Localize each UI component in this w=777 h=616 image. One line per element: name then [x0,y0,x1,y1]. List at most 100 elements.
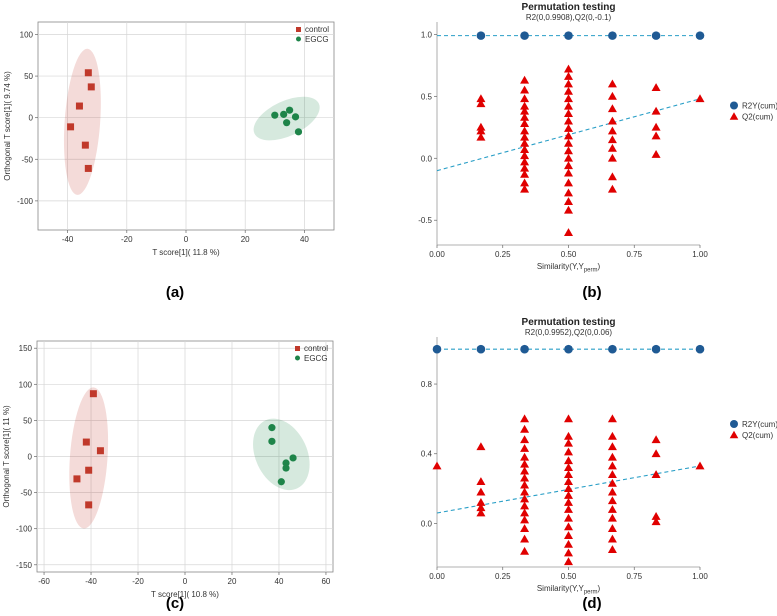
data-point-control [82,438,90,446]
data-point-r2y [432,344,442,354]
data-point-q2 [607,184,617,193]
x-tick-label: 0.00 [429,572,445,581]
y-tick-label: 50 [23,416,32,425]
data-point-q2 [564,101,573,110]
data-point-q2 [520,515,530,524]
x-tick-label: -60 [38,577,50,586]
data-point-q2 [564,197,573,206]
y-tick-label: 0 [28,453,33,462]
data-point-q2 [651,435,661,444]
x-axis-label-end: ) [597,262,600,271]
x-axis-label: Similarity(Y,Yperm) [537,584,601,596]
data-point-egcg [268,437,276,445]
legend-label-q2: Q2(cum) [742,113,773,122]
data-point-q2 [476,132,486,141]
x-tick-label: 0.00 [429,250,445,259]
data-point-q2 [564,438,573,447]
data-point-q2 [651,449,661,458]
data-point-q2 [520,85,530,94]
y-tick-label: -100 [17,197,34,206]
x-tick-label: -40 [85,577,97,586]
data-point-egcg [291,113,300,121]
y-tick-label: 150 [19,344,33,353]
data-point-q2 [564,228,573,236]
data-point-egcg [277,478,285,486]
y-axis-label: Orthogonal T score[1]( 11 %) [2,405,11,508]
data-point-q2 [432,461,442,470]
data-point-q2 [520,508,530,517]
y-tick-label: -0.5 [418,216,432,225]
data-point-q2 [564,94,573,103]
data-point-q2 [651,150,661,158]
data-point-r2y [564,344,573,354]
data-point-q2 [520,414,530,423]
legend-marker-q2 [729,112,739,120]
data-point-q2 [651,122,661,131]
legend-marker-control [295,346,300,351]
panel-label: (a) [166,284,184,301]
data-point-q2 [520,132,530,141]
data-point-q2 [564,548,573,557]
data-point-q2 [607,126,617,135]
data-point-q2 [520,145,530,153]
x-axis-label-subscript: perm [584,590,598,596]
legend-label-control: control [304,344,328,353]
data-point-q2 [564,498,573,506]
data-point-control [85,501,93,509]
data-point-r2y [608,344,617,354]
confidence-ellipse-control [69,387,109,529]
x-tick-label: 0.25 [495,572,511,581]
panel-label: (d) [582,595,601,612]
data-point-q2 [607,91,617,100]
y-tick-label: -50 [20,489,32,498]
x-axis-label: T score[1]( 10.8 %) [151,590,219,599]
legend-label-r2y: R2Y(cum) [742,420,777,429]
data-point-egcg [268,424,276,432]
data-point-q2 [520,424,530,433]
data-point-q2 [607,496,617,505]
legend-label-egcg: EGCG [305,35,329,44]
data-point-egcg [283,119,291,127]
data-point-q2 [564,72,573,80]
data-point-q2 [520,473,530,482]
data-point-control [84,164,92,172]
data-point-q2 [564,447,573,456]
x-axis-label-subscript: perm [584,268,598,274]
data-point-q2 [520,101,530,110]
data-point-q2 [607,143,617,152]
y-tick-label: 0.0 [421,519,433,528]
data-point-q2 [607,442,617,451]
y-tick-label: 50 [24,72,33,81]
legend-label-egcg: EGCG [304,354,328,363]
data-point-q2 [564,557,573,566]
data-point-q2 [564,161,573,170]
chart-title: Permutation testing [522,317,616,328]
data-point-control [81,141,89,149]
data-point-q2 [564,131,573,140]
x-tick-label: -40 [62,235,74,244]
data-point-q2 [520,112,530,121]
data-point-q2 [564,205,573,214]
data-point-q2 [564,531,573,540]
x-tick-label: 0.25 [495,250,511,259]
data-point-q2 [607,135,617,144]
data-point-q2 [564,456,573,465]
data-point-q2 [651,106,661,115]
y-tick-label: 0.0 [421,154,433,163]
data-point-q2 [476,498,486,506]
x-tick-label: 0 [184,235,189,244]
data-point-q2 [520,75,530,84]
y-tick-label: 0.8 [421,380,433,389]
data-point-q2 [651,470,661,479]
legend-marker-q2 [729,430,739,439]
data-point-control [87,83,95,91]
x-tick-label: -20 [121,235,133,244]
data-point-q2 [476,487,486,496]
data-point-q2 [520,138,530,147]
data-point-q2 [607,505,617,513]
data-point-q2 [564,109,573,118]
data-point-q2 [564,513,573,522]
data-point-q2 [520,163,530,172]
data-point-control [89,390,97,398]
